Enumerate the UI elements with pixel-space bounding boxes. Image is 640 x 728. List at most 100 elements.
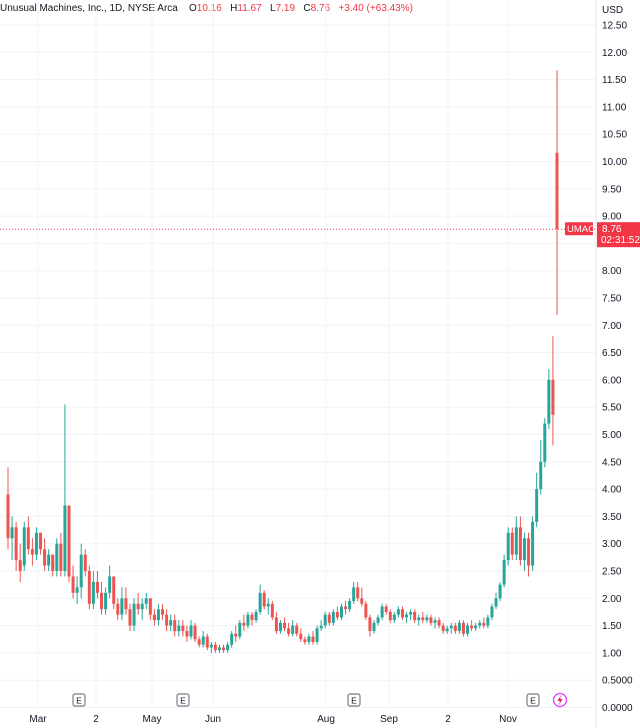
lightning-icon[interactable] xyxy=(552,692,568,708)
candle[interactable] xyxy=(278,620,282,634)
candle[interactable] xyxy=(311,631,315,645)
candle[interactable] xyxy=(230,631,234,648)
candle[interactable] xyxy=(339,603,343,621)
candle[interactable] xyxy=(246,611,250,629)
candle[interactable] xyxy=(18,543,22,582)
candle[interactable] xyxy=(453,622,457,634)
candle[interactable] xyxy=(303,636,307,645)
candle[interactable] xyxy=(161,603,165,621)
earnings-icon[interactable]: E xyxy=(526,693,540,707)
candle[interactable] xyxy=(262,590,266,610)
candle[interactable] xyxy=(140,598,144,621)
candle[interactable] xyxy=(67,505,71,582)
candle[interactable] xyxy=(457,620,461,634)
candle[interactable] xyxy=(10,516,14,561)
candle[interactable] xyxy=(71,565,75,599)
candle[interactable] xyxy=(409,609,413,621)
candle[interactable] xyxy=(283,617,287,632)
candle[interactable] xyxy=(360,587,364,607)
candle[interactable] xyxy=(165,609,169,632)
candle[interactable] xyxy=(400,606,404,621)
candle[interactable] xyxy=(254,609,258,623)
candle[interactable] xyxy=(193,622,197,642)
candle[interactable] xyxy=(315,625,319,645)
candle[interactable] xyxy=(242,614,246,632)
candle[interactable] xyxy=(474,622,478,632)
candle[interactable] xyxy=(380,603,384,621)
candle[interactable] xyxy=(59,532,63,577)
candle[interactable] xyxy=(43,538,47,571)
candle[interactable] xyxy=(543,418,547,468)
candle[interactable] xyxy=(63,404,67,577)
candle[interactable] xyxy=(128,603,132,632)
candle[interactable] xyxy=(55,538,59,577)
candle[interactable] xyxy=(364,601,368,621)
candle[interactable] xyxy=(124,587,128,615)
earnings-icon[interactable]: E xyxy=(176,693,190,707)
candle[interactable] xyxy=(95,571,99,599)
candle[interactable] xyxy=(266,598,270,615)
candle[interactable] xyxy=(169,614,173,632)
candle[interactable] xyxy=(498,581,502,602)
candle[interactable] xyxy=(319,620,323,632)
candle[interactable] xyxy=(470,620,474,632)
candle[interactable] xyxy=(226,641,230,653)
candle[interactable] xyxy=(331,609,335,626)
candle[interactable] xyxy=(307,633,311,645)
candle[interactable] xyxy=(368,614,372,637)
candle[interactable] xyxy=(100,581,104,615)
candle[interactable] xyxy=(209,641,213,653)
candle[interactable] xyxy=(47,549,51,571)
candle[interactable] xyxy=(91,571,95,610)
candle[interactable] xyxy=(376,614,380,626)
candle[interactable] xyxy=(396,606,400,618)
candle[interactable] xyxy=(441,622,445,634)
candle[interactable] xyxy=(352,581,356,604)
candle[interactable] xyxy=(531,516,535,571)
candle[interactable] xyxy=(177,620,181,637)
candle[interactable] xyxy=(181,620,185,637)
candle[interactable] xyxy=(222,644,226,653)
candle[interactable] xyxy=(490,603,494,621)
candle[interactable] xyxy=(335,606,339,621)
candle[interactable] xyxy=(327,611,331,626)
candle[interactable] xyxy=(217,644,221,653)
earnings-icon[interactable]: E xyxy=(347,693,361,707)
candle[interactable] xyxy=(461,620,465,637)
candle[interactable] xyxy=(108,565,112,599)
candle[interactable] xyxy=(148,598,152,621)
candle[interactable] xyxy=(551,336,555,446)
candle[interactable] xyxy=(75,576,79,604)
candle[interactable] xyxy=(449,622,453,634)
candle[interactable] xyxy=(189,620,193,640)
candle[interactable] xyxy=(30,538,34,566)
candle[interactable] xyxy=(116,598,120,621)
time-axis[interactable]: Mar 2 May Jun Aug Sep 2 Nov xyxy=(29,714,517,725)
candle[interactable] xyxy=(274,611,278,634)
candle[interactable] xyxy=(518,516,522,566)
candle[interactable] xyxy=(478,620,482,629)
candle[interactable] xyxy=(287,622,291,637)
candle[interactable] xyxy=(486,614,490,629)
candle[interactable] xyxy=(234,625,238,642)
candle[interactable] xyxy=(356,581,360,602)
candle[interactable] xyxy=(437,617,441,629)
candle[interactable] xyxy=(506,527,510,566)
candle[interactable] xyxy=(494,592,498,610)
candle[interactable] xyxy=(144,592,148,610)
candle[interactable] xyxy=(197,636,201,648)
candle[interactable] xyxy=(14,521,18,571)
candle[interactable] xyxy=(392,611,396,623)
candle[interactable] xyxy=(433,617,437,629)
candle[interactable] xyxy=(527,532,531,577)
candle[interactable] xyxy=(384,603,388,615)
candle[interactable] xyxy=(344,601,348,615)
candles[interactable] xyxy=(6,70,559,653)
candle[interactable] xyxy=(482,617,486,629)
candle[interactable] xyxy=(185,625,189,642)
candle[interactable] xyxy=(348,598,352,612)
candle[interactable] xyxy=(132,598,136,632)
candle[interactable] xyxy=(250,611,254,626)
